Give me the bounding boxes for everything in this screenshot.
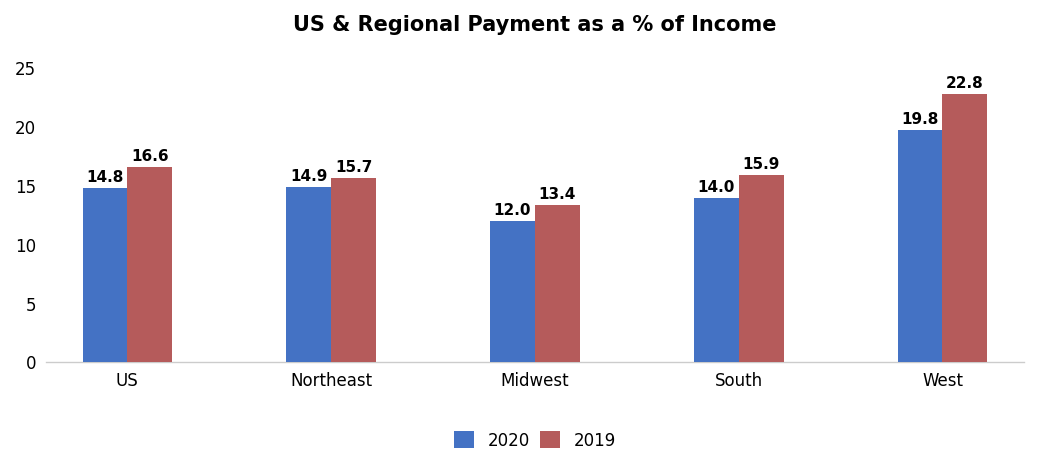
Text: 14.9: 14.9 xyxy=(290,169,327,184)
Bar xyxy=(739,175,783,362)
Bar xyxy=(490,221,535,362)
Text: 15.7: 15.7 xyxy=(335,160,372,175)
Text: 15.9: 15.9 xyxy=(743,158,780,173)
Text: 14.8: 14.8 xyxy=(86,170,124,185)
Text: 13.4: 13.4 xyxy=(538,187,576,202)
Bar xyxy=(898,130,942,362)
Text: 19.8: 19.8 xyxy=(902,111,939,127)
Text: 14.0: 14.0 xyxy=(697,180,735,195)
Title: US & Regional Payment as a % of Income: US & Regional Payment as a % of Income xyxy=(293,15,777,35)
Bar xyxy=(942,94,987,362)
Text: 16.6: 16.6 xyxy=(131,149,168,164)
Bar xyxy=(287,187,331,362)
Bar xyxy=(128,167,172,362)
Text: 22.8: 22.8 xyxy=(947,77,984,92)
Legend: 2020, 2019: 2020, 2019 xyxy=(448,425,622,453)
Bar xyxy=(694,198,739,362)
Bar xyxy=(331,178,376,362)
Text: 12.0: 12.0 xyxy=(494,203,531,218)
Bar xyxy=(535,205,580,362)
Bar xyxy=(82,188,128,362)
